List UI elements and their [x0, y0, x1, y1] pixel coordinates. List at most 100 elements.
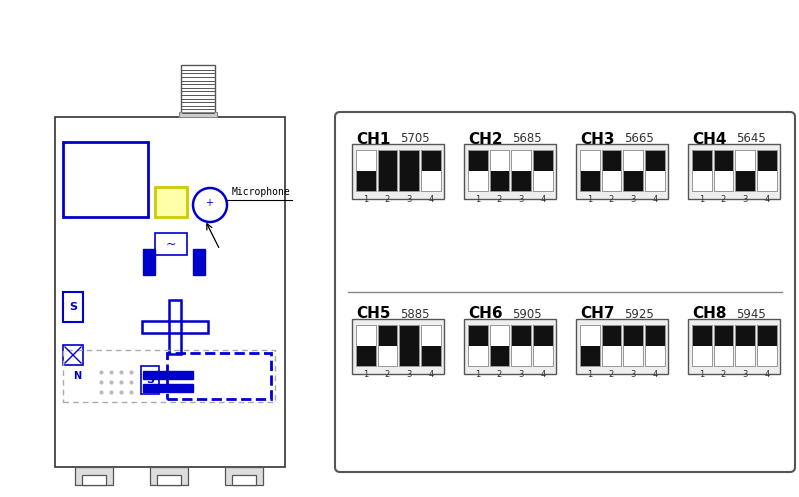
Bar: [623, 170, 643, 191]
Bar: [490, 325, 509, 366]
Bar: [714, 325, 733, 366]
Text: 2: 2: [721, 195, 726, 204]
Bar: [645, 325, 665, 345]
Bar: [378, 325, 397, 366]
Bar: [533, 325, 553, 366]
Text: 1: 1: [587, 370, 592, 379]
Bar: [400, 345, 419, 366]
Bar: [602, 325, 621, 366]
Bar: [580, 345, 599, 366]
Bar: [602, 325, 621, 366]
Bar: [511, 325, 531, 366]
Bar: [468, 325, 487, 345]
Bar: [692, 150, 711, 191]
Bar: [181, 65, 215, 115]
Bar: [378, 150, 397, 191]
Bar: [645, 150, 665, 191]
Text: CH2: CH2: [468, 132, 503, 147]
Bar: [378, 150, 397, 191]
Bar: [179, 112, 217, 117]
Bar: [533, 325, 553, 345]
Bar: [576, 144, 668, 199]
Text: CH3: CH3: [580, 132, 614, 147]
Text: 5905: 5905: [512, 308, 542, 321]
Bar: [602, 150, 621, 191]
Bar: [757, 325, 777, 366]
Bar: [511, 150, 531, 191]
Bar: [533, 150, 553, 191]
Bar: [576, 319, 668, 374]
Bar: [645, 150, 665, 170]
Bar: [714, 150, 733, 191]
Bar: [421, 345, 440, 366]
Text: 4: 4: [428, 370, 434, 379]
Bar: [356, 150, 376, 191]
Bar: [580, 170, 599, 191]
Bar: [533, 325, 553, 366]
Text: 3: 3: [742, 370, 748, 379]
Bar: [490, 325, 509, 366]
Text: +: +: [205, 198, 213, 208]
Bar: [75, 467, 113, 485]
Bar: [735, 325, 755, 366]
Text: 1: 1: [587, 195, 592, 204]
Bar: [714, 150, 733, 191]
Bar: [55, 117, 285, 467]
Bar: [490, 150, 509, 191]
Bar: [580, 150, 599, 191]
Bar: [602, 150, 621, 170]
Bar: [352, 319, 444, 374]
Bar: [63, 345, 83, 365]
Bar: [688, 319, 780, 374]
Bar: [623, 325, 643, 366]
Bar: [511, 150, 531, 191]
Text: CH6: CH6: [468, 307, 503, 322]
Bar: [155, 233, 187, 255]
Bar: [623, 325, 643, 345]
Bar: [378, 325, 397, 366]
Text: 3: 3: [407, 195, 411, 204]
Text: 2: 2: [609, 195, 614, 204]
Text: 2: 2: [609, 370, 614, 379]
Bar: [692, 150, 711, 170]
Bar: [533, 150, 553, 170]
Bar: [421, 150, 440, 170]
Bar: [623, 325, 643, 366]
Text: CH4: CH4: [692, 132, 726, 147]
Bar: [757, 325, 777, 345]
Bar: [490, 170, 509, 191]
Bar: [143, 249, 155, 275]
Bar: [464, 144, 556, 199]
Bar: [155, 187, 187, 217]
Bar: [400, 150, 419, 191]
Text: S: S: [69, 302, 77, 312]
Text: S: S: [146, 375, 154, 385]
Text: 5705: 5705: [400, 133, 430, 146]
Bar: [421, 150, 440, 191]
Text: 5665: 5665: [624, 133, 654, 146]
Text: 3: 3: [630, 370, 636, 379]
Bar: [580, 325, 599, 366]
Text: 3: 3: [519, 195, 524, 204]
Bar: [378, 150, 397, 170]
Bar: [757, 150, 777, 170]
Bar: [352, 144, 444, 199]
Text: ~: ~: [165, 238, 177, 250]
Bar: [400, 170, 419, 191]
Bar: [580, 150, 599, 191]
Bar: [356, 150, 376, 191]
Text: 2: 2: [385, 195, 390, 204]
Bar: [400, 150, 419, 191]
Bar: [490, 345, 509, 366]
Bar: [167, 353, 271, 399]
Bar: [757, 150, 777, 191]
Text: 4: 4: [764, 370, 769, 379]
Bar: [400, 150, 419, 170]
Text: N: N: [73, 371, 81, 381]
Bar: [82, 475, 106, 485]
Bar: [356, 170, 376, 191]
Bar: [692, 150, 711, 191]
Bar: [421, 325, 440, 366]
Text: CH7: CH7: [580, 307, 614, 322]
Bar: [645, 150, 665, 191]
